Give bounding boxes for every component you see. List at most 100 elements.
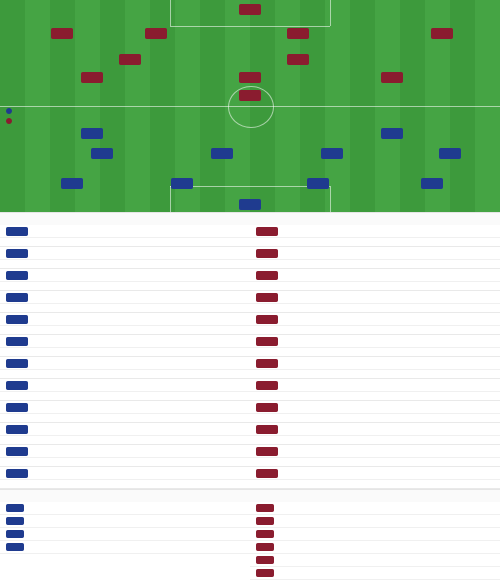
away-color-dot (6, 118, 12, 124)
away-player-number (145, 28, 167, 39)
away-sub-row[interactable] (250, 401, 500, 414)
home-player[interactable] (70, 146, 134, 182)
home-sub-position-row (0, 392, 250, 401)
home-player[interactable] (40, 176, 104, 212)
home-sub-row[interactable] (0, 379, 250, 392)
away-sub-row[interactable] (250, 357, 500, 370)
away-injury-row[interactable] (250, 502, 500, 515)
away-sub-position-row (250, 392, 500, 401)
home-sub-row[interactable] (0, 423, 250, 436)
away-sub-row[interactable] (250, 313, 500, 326)
home-sub-row[interactable] (0, 401, 250, 414)
home-sub-row[interactable] (0, 445, 250, 458)
away-player[interactable] (124, 26, 188, 62)
home-sub-position-row (0, 238, 250, 247)
home-sub-position-row (0, 436, 250, 445)
away-sub-row[interactable] (250, 379, 500, 392)
away-player-number (119, 54, 141, 65)
home-formation-row (6, 108, 16, 114)
away-player[interactable] (410, 26, 474, 62)
home-player-number (211, 148, 233, 159)
home-player-number (421, 178, 443, 189)
away-sub-row[interactable] (250, 467, 500, 480)
away-player[interactable] (60, 70, 124, 106)
away-sub-row[interactable] (250, 423, 500, 436)
injury-icon (256, 517, 274, 525)
away-player[interactable] (218, 88, 282, 124)
home-sub-position-row (0, 458, 250, 467)
away-sub-position-row (250, 238, 500, 247)
away-sub-position-row (250, 260, 500, 269)
home-color-dot (6, 108, 12, 114)
away-player-number (381, 72, 403, 83)
substitutes-title (0, 212, 500, 225)
injury-icon (6, 543, 24, 551)
home-sub-number (6, 226, 28, 236)
away-player[interactable] (218, 2, 282, 38)
home-player[interactable] (418, 146, 482, 182)
away-injury-row[interactable] (250, 541, 500, 554)
injuries-section (0, 489, 500, 580)
home-injury-row[interactable] (0, 515, 250, 528)
injury-icon (6, 517, 24, 525)
home-player[interactable] (286, 176, 350, 212)
home-sub-position-row (0, 480, 250, 489)
home-sub-row[interactable] (0, 291, 250, 304)
away-player[interactable] (218, 70, 282, 106)
home-sub-row[interactable] (0, 467, 250, 480)
away-player[interactable] (30, 26, 94, 62)
top-box-left (170, 0, 171, 26)
home-player[interactable] (360, 126, 424, 162)
away-player[interactable] (98, 52, 162, 88)
away-subs-list (250, 225, 500, 489)
away-sub-number (256, 446, 278, 456)
home-sub-row[interactable] (0, 313, 250, 326)
home-sub-number (6, 314, 28, 324)
away-sub-row[interactable] (250, 291, 500, 304)
home-player[interactable] (300, 146, 364, 182)
home-sub-row[interactable] (0, 357, 250, 370)
away-sub-row[interactable] (250, 247, 500, 260)
home-sub-row[interactable] (0, 247, 250, 260)
home-sub-row[interactable] (0, 335, 250, 348)
away-player[interactable] (266, 52, 330, 88)
injury-icon (256, 569, 274, 577)
home-player-number (439, 148, 461, 159)
home-player[interactable] (190, 146, 254, 182)
home-injury-row[interactable] (0, 528, 250, 541)
away-injury-row[interactable] (250, 515, 500, 528)
center-circle (228, 86, 274, 128)
top-box-bottom (170, 26, 330, 27)
injury-icon (256, 556, 274, 564)
away-player-number (239, 90, 261, 101)
away-sub-row[interactable] (250, 445, 500, 458)
home-injury-row[interactable] (0, 541, 250, 554)
away-player-number (81, 72, 103, 83)
home-player[interactable] (218, 197, 282, 212)
home-injury-row[interactable] (0, 502, 250, 515)
away-sub-position-row (250, 458, 500, 467)
away-player-number (287, 54, 309, 65)
away-injury-row[interactable] (250, 528, 500, 541)
home-player[interactable] (400, 176, 464, 212)
away-sub-number (256, 380, 278, 390)
away-sub-row[interactable] (250, 269, 500, 282)
away-player[interactable] (266, 26, 330, 62)
away-sub-position-row (250, 414, 500, 423)
away-injury-row[interactable] (250, 567, 500, 580)
home-player[interactable] (60, 126, 124, 162)
away-sub-position-row (250, 304, 500, 313)
top-box-right (330, 0, 331, 26)
away-player-number (239, 4, 261, 15)
home-sub-row[interactable] (0, 225, 250, 238)
away-sub-row[interactable] (250, 225, 500, 238)
home-sub-number (6, 446, 28, 456)
home-player[interactable] (150, 176, 214, 212)
home-player-number (239, 199, 261, 210)
away-injury-row[interactable] (250, 554, 500, 567)
home-sub-row[interactable] (0, 269, 250, 282)
away-sub-row[interactable] (250, 335, 500, 348)
lineup-pitch (0, 0, 500, 212)
away-player[interactable] (360, 70, 424, 106)
away-sub-position-row (250, 370, 500, 379)
